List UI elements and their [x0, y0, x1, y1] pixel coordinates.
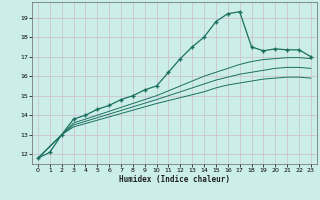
X-axis label: Humidex (Indice chaleur): Humidex (Indice chaleur) — [119, 175, 230, 184]
